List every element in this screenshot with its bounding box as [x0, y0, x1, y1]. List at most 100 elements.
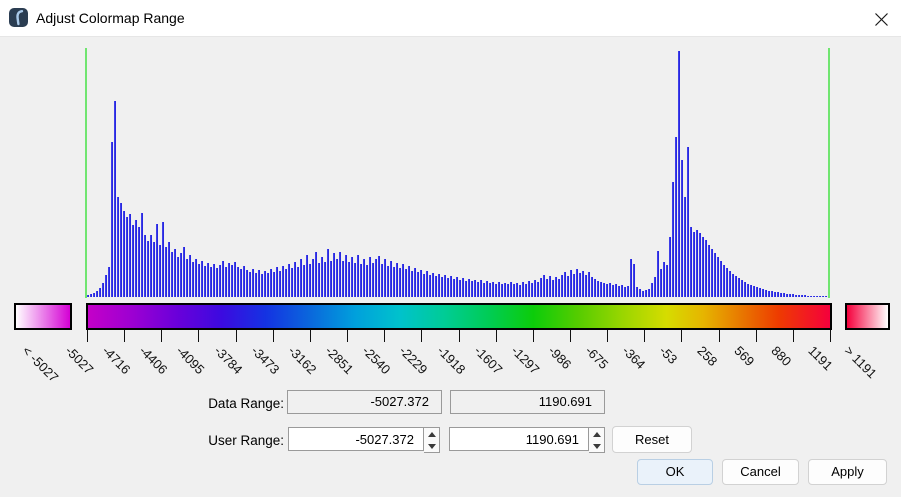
histogram-bar — [678, 51, 680, 297]
histogram-bar — [333, 253, 335, 297]
histogram-bar — [132, 225, 134, 297]
user-range-max-input[interactable] — [449, 427, 589, 451]
histogram-bar — [807, 296, 809, 297]
histogram-bar — [339, 252, 341, 297]
histogram-bar — [507, 284, 509, 297]
histogram-bar — [498, 282, 500, 297]
histogram-bar — [723, 265, 725, 297]
min-range-handle[interactable] — [85, 48, 87, 298]
histogram-bar — [774, 292, 776, 297]
axis-tick-label: -1607 — [471, 343, 506, 378]
histogram-bar — [714, 253, 716, 297]
histogram-bar — [87, 295, 89, 297]
histogram-bar — [711, 249, 713, 297]
spin-down-button[interactable] — [589, 440, 604, 452]
fiji-logo-icon — [9, 8, 28, 27]
histogram-bar — [429, 275, 431, 297]
histogram-bar — [792, 294, 794, 297]
axis-tick-label: 258 — [693, 343, 720, 369]
apply-button[interactable]: Apply — [808, 459, 887, 485]
histogram-bar — [123, 211, 125, 297]
histogram-bar — [594, 279, 596, 297]
histogram-bar — [510, 282, 512, 297]
spin-up-button[interactable] — [424, 428, 439, 440]
histogram-bar — [285, 269, 287, 297]
histogram-bar — [414, 268, 416, 297]
axis-tick-label: 880 — [768, 343, 795, 369]
histogram-bar — [354, 263, 356, 297]
histogram-bar — [147, 241, 149, 297]
reset-button[interactable]: Reset — [612, 426, 692, 453]
histogram-bar — [222, 261, 224, 297]
histogram-bar — [567, 276, 569, 297]
chevron-down-icon — [427, 443, 436, 449]
axis-tick — [124, 330, 126, 342]
histogram-bar — [378, 256, 380, 297]
histogram-bar — [363, 259, 365, 297]
histogram-bar — [288, 264, 290, 297]
axis-tick-label: -53 — [656, 343, 681, 367]
histogram-bar — [687, 147, 689, 297]
ok-button[interactable]: OK — [637, 459, 713, 485]
axis-tick — [458, 330, 460, 342]
histogram-bar — [651, 283, 653, 297]
histogram-bar — [516, 283, 518, 297]
histogram-bar — [636, 287, 638, 297]
histogram-bar — [786, 294, 788, 297]
histogram-bar — [294, 262, 296, 297]
histogram-bar — [513, 284, 515, 297]
histogram-bar — [237, 267, 239, 297]
histogram-bar — [720, 261, 722, 297]
histogram-bar — [201, 261, 203, 297]
histogram-bar — [552, 280, 554, 297]
histogram-bar — [387, 266, 389, 297]
histogram-bar — [348, 262, 350, 297]
axis-tick — [309, 330, 311, 342]
axis-tick-label: -2229 — [396, 343, 431, 378]
histogram-bar — [432, 273, 434, 297]
histogram-bar — [114, 101, 116, 297]
histogram-bar — [543, 275, 545, 297]
axis-tick-label: -5027 — [62, 343, 97, 378]
histogram-bar — [675, 137, 677, 297]
axis-tick — [755, 330, 757, 342]
histogram-bar — [648, 289, 650, 297]
histogram-bar — [573, 274, 575, 297]
close-button[interactable] — [872, 10, 890, 28]
chevron-up-icon — [427, 431, 436, 437]
histogram-bar — [816, 296, 818, 297]
user-range-min-input[interactable] — [288, 427, 424, 451]
user-min-spinner — [424, 427, 440, 453]
histogram-bar — [159, 245, 161, 297]
histogram-bar — [180, 253, 182, 297]
histogram-bar — [261, 274, 263, 297]
histogram-bar — [483, 283, 485, 297]
histogram-bar — [468, 279, 470, 297]
histogram-bar — [705, 240, 707, 297]
histogram-bar — [693, 232, 695, 297]
histogram-bar — [189, 255, 191, 297]
histogram-bar — [399, 268, 401, 297]
histogram-bar — [297, 267, 299, 297]
spin-down-button[interactable] — [424, 440, 439, 452]
histogram-bar — [582, 271, 584, 297]
histogram-bar — [246, 270, 248, 297]
max-range-handle[interactable] — [828, 48, 830, 298]
histogram-bar — [369, 257, 371, 297]
histogram-bar — [351, 257, 353, 297]
histogram-bar — [462, 278, 464, 297]
histogram-bar — [519, 285, 521, 297]
colormap-over-range-box — [845, 303, 890, 330]
cancel-button[interactable]: Cancel — [722, 459, 799, 485]
histogram-bar — [690, 227, 692, 297]
close-icon — [874, 12, 888, 26]
histogram-bar — [90, 294, 92, 297]
histogram-bar — [243, 266, 245, 297]
histogram-bar — [558, 279, 560, 297]
histogram-bar — [657, 251, 659, 297]
spin-up-button[interactable] — [589, 428, 604, 440]
histogram-bar — [336, 259, 338, 297]
histogram-bar — [486, 281, 488, 297]
histogram-bar — [141, 213, 143, 297]
histogram-bar — [759, 288, 761, 297]
